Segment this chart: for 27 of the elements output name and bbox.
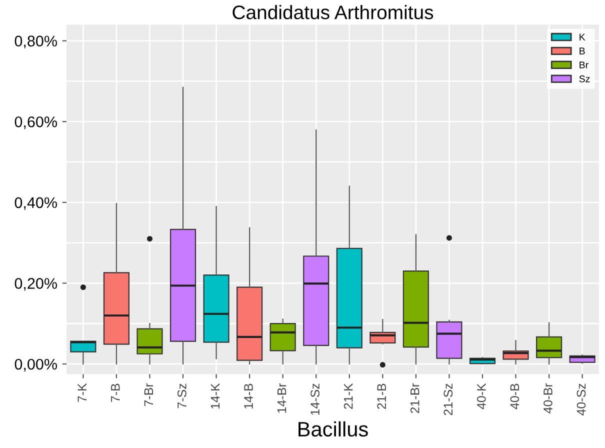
legend-label: Br bbox=[580, 62, 588, 68]
y-tick-label: 0,00% bbox=[14, 358, 57, 372]
x-tick-label: 21-Br bbox=[410, 383, 420, 414]
y-tick-label: 0,80% bbox=[14, 36, 57, 48]
y-tick-label: 0,60% bbox=[14, 116, 57, 130]
chart-title: Candidatus Arthromitus bbox=[232, 4, 434, 20]
y-tick-label: 0,20% bbox=[14, 278, 57, 291]
legend-label: K bbox=[580, 34, 586, 40]
x-tick-label: 7-Sz bbox=[178, 384, 186, 408]
x-tick-label: 14-B bbox=[244, 384, 253, 409]
x-tick-label: 7-B bbox=[111, 384, 120, 402]
legend-label: B bbox=[580, 48, 585, 54]
y-tick-label: 0,40% bbox=[14, 197, 57, 210]
x-tick-label: 14-Br bbox=[277, 383, 286, 413]
x-tick-label: 21-Sz bbox=[444, 384, 453, 416]
x-tick-label: 40-B bbox=[510, 384, 520, 410]
legend-label: Sz bbox=[579, 75, 590, 82]
x-tick-label: 40-Br bbox=[544, 383, 552, 414]
x-tick-label: 14-Sz bbox=[310, 384, 320, 415]
x-tick-label: 40-Sz bbox=[576, 384, 586, 416]
x-tick-label: 21-K bbox=[344, 383, 353, 409]
x-tick-label: 7-Br bbox=[144, 383, 153, 406]
x-tick-label: 40-K bbox=[476, 383, 486, 410]
x-tick-label: 14-K bbox=[210, 383, 220, 409]
x-axis-title: Bacillus bbox=[298, 421, 368, 437]
x-tick-label: 7-K bbox=[78, 383, 86, 402]
x-tick-label: 21-B bbox=[377, 384, 386, 409]
